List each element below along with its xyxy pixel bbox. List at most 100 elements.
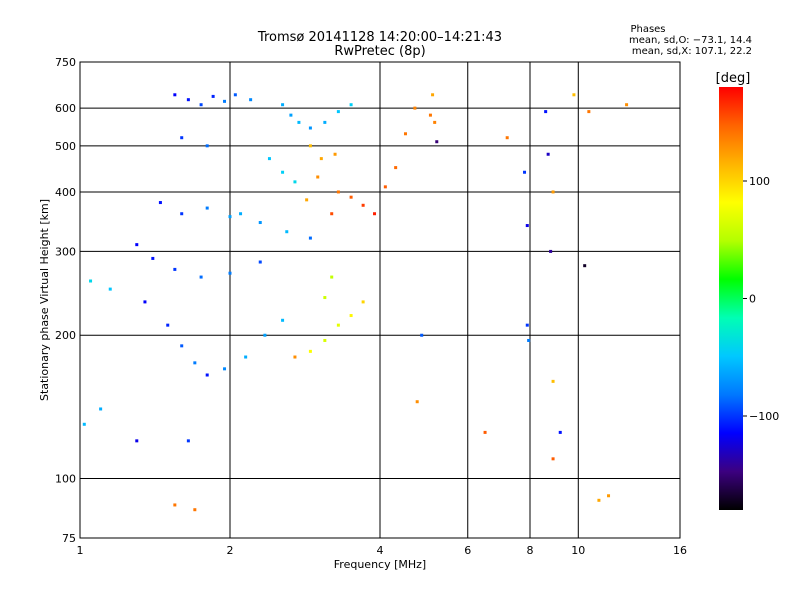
- data-point: [527, 338, 531, 342]
- x-tick-label: 6: [464, 544, 471, 557]
- data-point: [223, 367, 227, 371]
- data-point: [546, 152, 550, 156]
- data-point: [228, 271, 232, 275]
- data-point: [383, 185, 387, 189]
- data-point: [223, 99, 227, 103]
- colorbar-label: [deg]: [716, 71, 751, 86]
- data-point: [193, 508, 197, 512]
- y-tick-label: 75: [62, 532, 76, 545]
- data-point: [151, 256, 155, 260]
- data-point: [336, 190, 340, 194]
- data-point: [428, 113, 432, 117]
- data-point: [523, 170, 527, 174]
- y-tick-label: 500: [55, 140, 76, 153]
- data-point: [158, 201, 162, 205]
- data-point: [186, 98, 190, 102]
- x-tick-label: 4: [377, 544, 384, 557]
- data-point: [205, 206, 209, 210]
- data-point: [323, 338, 327, 342]
- data-point: [244, 355, 248, 359]
- data-point: [199, 275, 203, 279]
- data-point: [173, 93, 177, 97]
- data-point: [258, 221, 262, 225]
- data-point: [549, 249, 553, 253]
- y-tick-label: 400: [55, 186, 76, 199]
- chart-subtitle: RwPretec (8p): [334, 44, 425, 59]
- data-points: [82, 93, 629, 512]
- data-point: [597, 498, 601, 502]
- data-point: [572, 93, 576, 97]
- data-point: [336, 323, 340, 327]
- data-point: [319, 157, 323, 161]
- data-point: [180, 212, 184, 216]
- x-axis-label: Frequency [MHz]: [334, 558, 426, 571]
- data-point: [333, 152, 337, 156]
- data-point: [297, 120, 301, 124]
- x-tick-label: 10: [571, 544, 585, 557]
- data-point: [349, 103, 353, 107]
- data-point: [323, 296, 327, 300]
- x-tick-label: 1: [77, 544, 84, 557]
- data-point: [263, 333, 267, 337]
- colorbar-tick-label: −100: [749, 410, 779, 423]
- y-tick-label: 600: [55, 102, 76, 115]
- data-point: [281, 103, 285, 107]
- data-point: [433, 120, 437, 124]
- data-point: [199, 103, 203, 107]
- data-point: [108, 287, 112, 291]
- data-point: [233, 93, 237, 97]
- data-point: [281, 170, 285, 174]
- data-point: [135, 439, 139, 443]
- data-point: [305, 198, 309, 202]
- data-point: [525, 323, 529, 327]
- data-point: [607, 494, 611, 498]
- data-point: [420, 333, 424, 337]
- data-point: [558, 430, 562, 434]
- data-point: [551, 457, 555, 461]
- data-point: [281, 318, 285, 322]
- data-point: [525, 224, 529, 228]
- data-point: [211, 94, 215, 98]
- data-point: [99, 407, 103, 411]
- plot-area: 1 2 4 6 8 10 16 75 100 200 300 400 500 600 750: [55, 56, 687, 557]
- x-tick-label: 16: [673, 544, 687, 557]
- data-point: [205, 373, 209, 377]
- colorbar-tick-label: 100: [749, 175, 770, 188]
- data-point: [173, 267, 177, 271]
- chart-title: Tromsø 20141128 14:20:00–14:21:43: [257, 30, 502, 45]
- data-point: [316, 175, 320, 179]
- data-point: [413, 106, 417, 110]
- data-point: [587, 110, 591, 114]
- stats-heading: Phases: [630, 24, 665, 35]
- data-point: [435, 140, 439, 144]
- data-point: [143, 300, 147, 304]
- x-tick-label: 2: [227, 544, 234, 557]
- data-point: [403, 132, 407, 136]
- data-point: [373, 212, 377, 216]
- data-point: [180, 344, 184, 348]
- x-axis-ticks: 1 2 4 6 8 10 16: [77, 544, 688, 557]
- data-point: [361, 300, 365, 304]
- data-point: [349, 195, 353, 199]
- data-point: [330, 275, 334, 279]
- data-point: [505, 136, 509, 140]
- grid-lines: [80, 62, 680, 538]
- data-point: [249, 98, 253, 102]
- data-point: [293, 355, 297, 359]
- stats-line-o: mean, sd,O: −73.1, 14.4: [629, 35, 752, 46]
- data-point: [166, 323, 170, 327]
- colorbar: [deg] 100 0 −100: [716, 71, 779, 510]
- stats-line-x: mean, sd,X: 107.1, 22.2: [632, 46, 752, 57]
- data-point: [308, 349, 312, 353]
- data-point: [293, 180, 297, 184]
- y-tick-label: 200: [55, 329, 76, 342]
- data-point: [551, 379, 555, 383]
- data-point: [625, 103, 629, 107]
- data-point: [289, 113, 293, 117]
- data-point: [431, 93, 435, 97]
- data-point: [394, 166, 398, 170]
- data-point: [258, 260, 262, 264]
- data-point: [583, 264, 587, 268]
- data-point: [173, 503, 177, 507]
